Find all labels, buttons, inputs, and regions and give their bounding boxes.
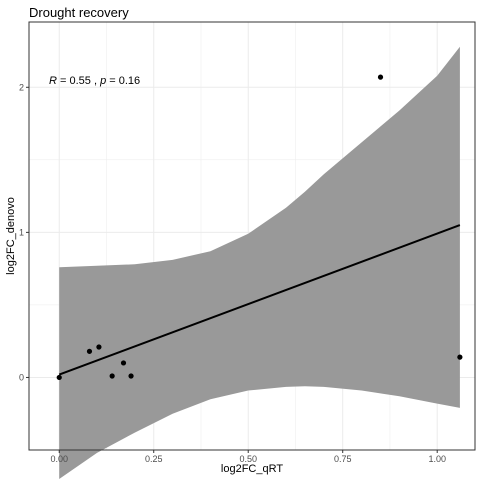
data-point [96, 344, 102, 350]
x-axis-title: log2FC_qRT [221, 463, 283, 475]
x-tick-label: 0.25 [145, 454, 163, 464]
axis-ticks: 0.00 0.25 0.50 0.75 1.00 0 1 2 [19, 82, 446, 464]
panel-border [28, 21, 476, 451]
annotation-separator: , [91, 75, 100, 87]
fit-line-group [58, 224, 461, 376]
confidence-band-group [59, 46, 460, 479]
x-tick-label: 0.00 [50, 454, 68, 464]
correlation-annotation: R = 0.55 , p = 0.16 [49, 75, 140, 87]
y-axis-title: log2FC_denovo [5, 197, 17, 275]
y-tick-label: 0 [19, 372, 24, 382]
data-point [86, 348, 93, 354]
x-tick-label: 0.75 [334, 454, 352, 464]
y-tick-label: 2 [19, 82, 24, 92]
confidence-band [59, 46, 460, 479]
data-point [128, 373, 134, 379]
x-tick-label: 1.00 [428, 454, 446, 464]
p-label: p [99, 75, 106, 87]
r-value: = 0.55 [57, 75, 91, 87]
chart-title: Drought recovery [29, 5, 129, 20]
data-point [457, 354, 463, 360]
x-tick-label: 0.50 [239, 454, 257, 464]
regression-line [58, 224, 461, 376]
r-label: R [49, 75, 57, 87]
p-value: = 0.16 [106, 75, 140, 87]
data-point [56, 374, 62, 381]
data-point [120, 360, 127, 366]
data-points [56, 74, 463, 381]
y-tick-label: 1 [19, 227, 24, 237]
data-point [109, 373, 115, 379]
data-point [377, 74, 384, 80]
